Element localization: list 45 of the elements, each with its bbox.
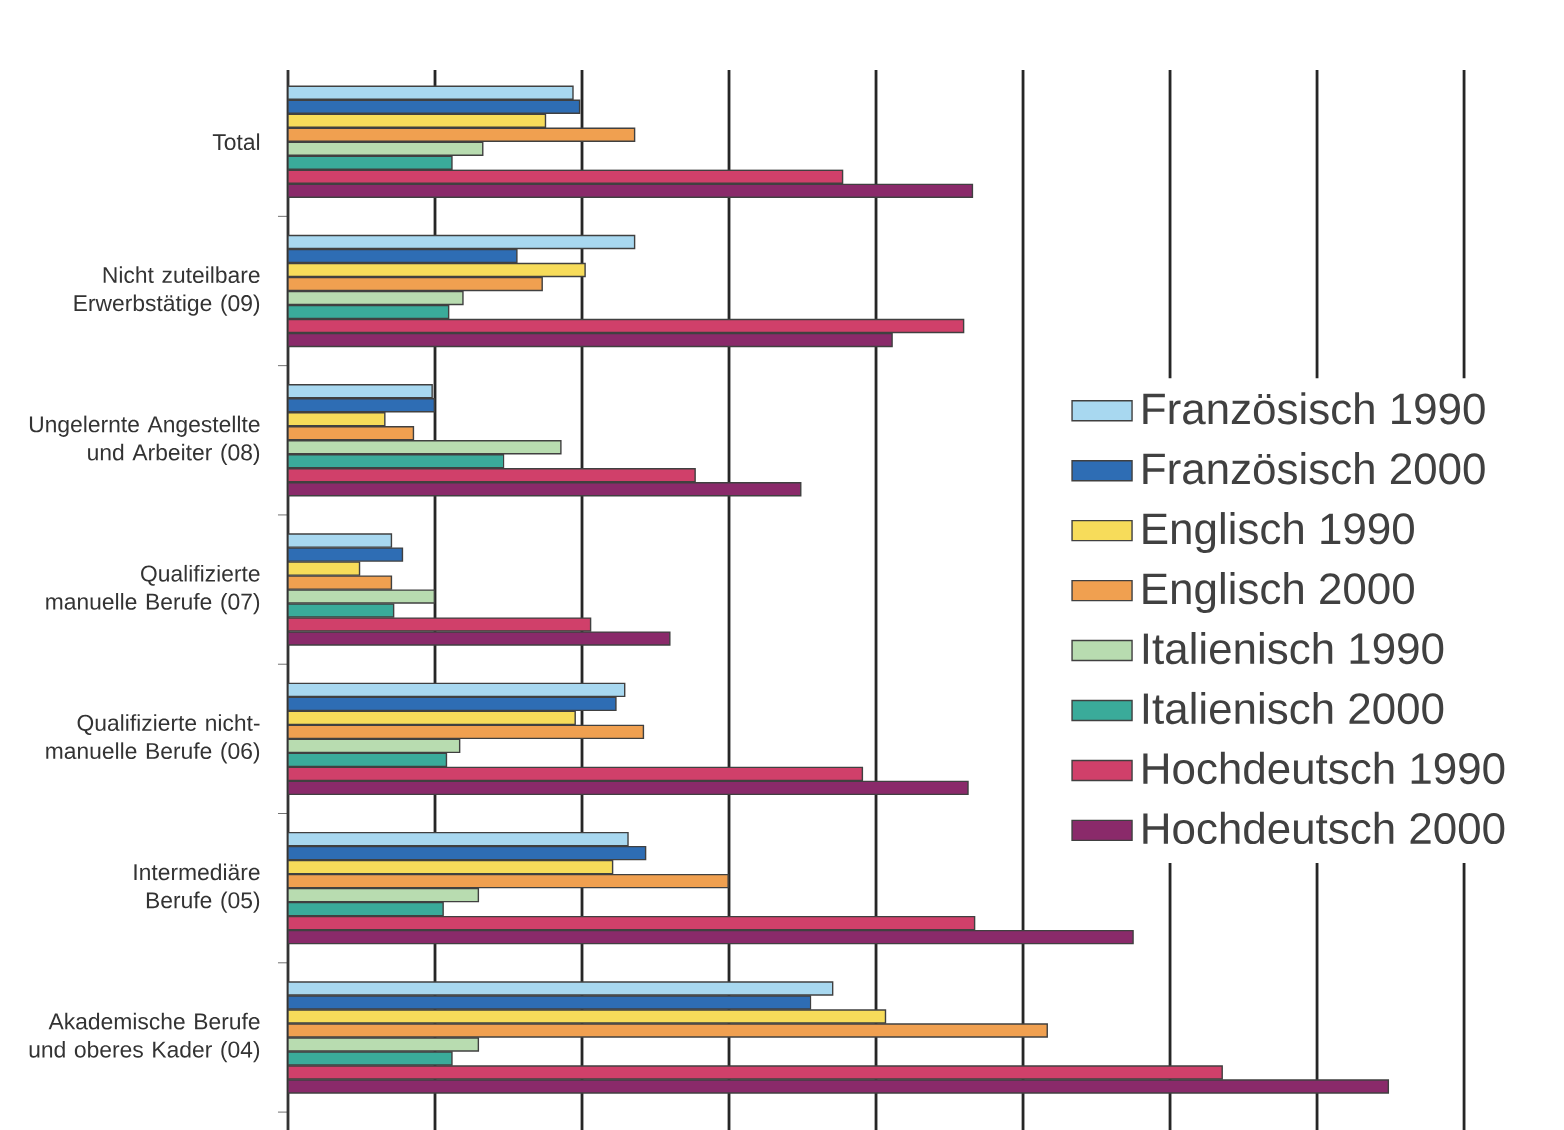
bar [288,440,562,455]
bar [288,873,729,889]
legend-label: Englisch 1990 [1143,512,1414,554]
bar [288,113,547,128]
bar [288,276,543,292]
bar [288,155,453,170]
bar [288,915,976,931]
bar [288,290,464,306]
bar [288,183,974,198]
bar [288,426,415,441]
y-tick-label: Intermediäre Berufe (05) [134,863,260,913]
bar [288,752,448,768]
bar [288,412,386,427]
y-tick-label: Qualifizierte nicht-manuelle Berufe (06) [46,714,260,764]
bar [288,169,844,184]
y-tick-label: Akademische Berufe und oberes Kader (04) [29,1012,260,1063]
bar [288,780,969,796]
legend-label: Französisch 2000 [1143,452,1485,485]
y-tick-label: Nicht zuteilbare Erwerbstätige (09) [74,266,260,316]
y-tick-label: Qualifizierte manuelle Berufe (07) [46,564,260,615]
bar [288,724,645,740]
legend-label: Hochdeutsch 2000 [1143,811,1505,845]
y-tick-label: Ungelernte Angestellte und Arbeiter (08) [29,415,260,465]
bar [288,766,864,782]
bar [288,454,505,469]
bar [288,141,484,156]
bar [288,901,444,917]
bar [288,304,450,320]
bar [288,859,614,875]
bar [288,262,586,278]
bar [288,127,636,142]
bar [288,738,461,754]
legend-label: Französisch 1990 [1143,392,1485,425]
bar [288,332,893,348]
bar [288,710,576,726]
bar [288,468,696,483]
legend-label: Italienisch 1990 [1143,631,1444,665]
bar [288,887,480,903]
bar [288,318,965,334]
legend-label: Italienisch 2000 [1143,691,1444,725]
legend-label: Englisch 2000 [1143,572,1414,613]
y-tick-label: Total [212,133,260,151]
bar [288,929,1134,945]
legend-label: Hochdeutsch 1990 [1143,751,1505,785]
bar [288,482,802,497]
